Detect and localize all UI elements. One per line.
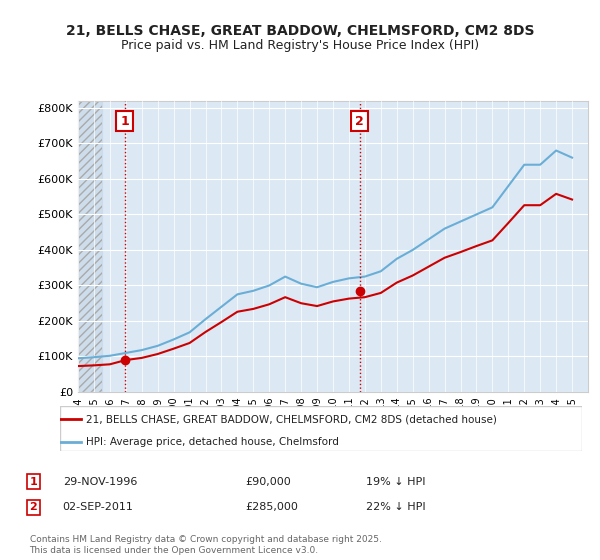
Text: 19% ↓ HPI: 19% ↓ HPI (366, 477, 426, 487)
Text: Contains HM Land Registry data © Crown copyright and database right 2025.
This d: Contains HM Land Registry data © Crown c… (29, 535, 382, 555)
Bar (78, 101, 102, 392)
Text: 2: 2 (355, 115, 364, 128)
Text: 1: 1 (29, 477, 37, 487)
Text: 21, BELLS CHASE, GREAT BADDOW, CHELMSFORD, CM2 8DS (detached house): 21, BELLS CHASE, GREAT BADDOW, CHELMSFOR… (86, 414, 497, 424)
Text: £285,000: £285,000 (245, 502, 298, 512)
Text: 02-SEP-2011: 02-SEP-2011 (62, 502, 134, 512)
Text: HPI: Average price, detached house, Chelmsford: HPI: Average price, detached house, Chel… (86, 437, 339, 447)
Point (56, 416, 64, 423)
Text: 1: 1 (120, 115, 129, 128)
Text: 22% ↓ HPI: 22% ↓ HPI (366, 502, 426, 512)
Point (77, 416, 85, 423)
Bar (78, 101, 102, 392)
Text: 29-NOV-1996: 29-NOV-1996 (62, 477, 137, 487)
Point (56, 438, 64, 445)
Point (77, 438, 85, 445)
Text: Price paid vs. HM Land Registry's House Price Index (HPI): Price paid vs. HM Land Registry's House … (121, 39, 479, 53)
Text: 2: 2 (29, 502, 37, 512)
Text: 21, BELLS CHASE, GREAT BADDOW, CHELMSFORD, CM2 8DS: 21, BELLS CHASE, GREAT BADDOW, CHELMSFOR… (66, 24, 534, 38)
Text: £90,000: £90,000 (245, 477, 290, 487)
FancyBboxPatch shape (60, 406, 582, 451)
